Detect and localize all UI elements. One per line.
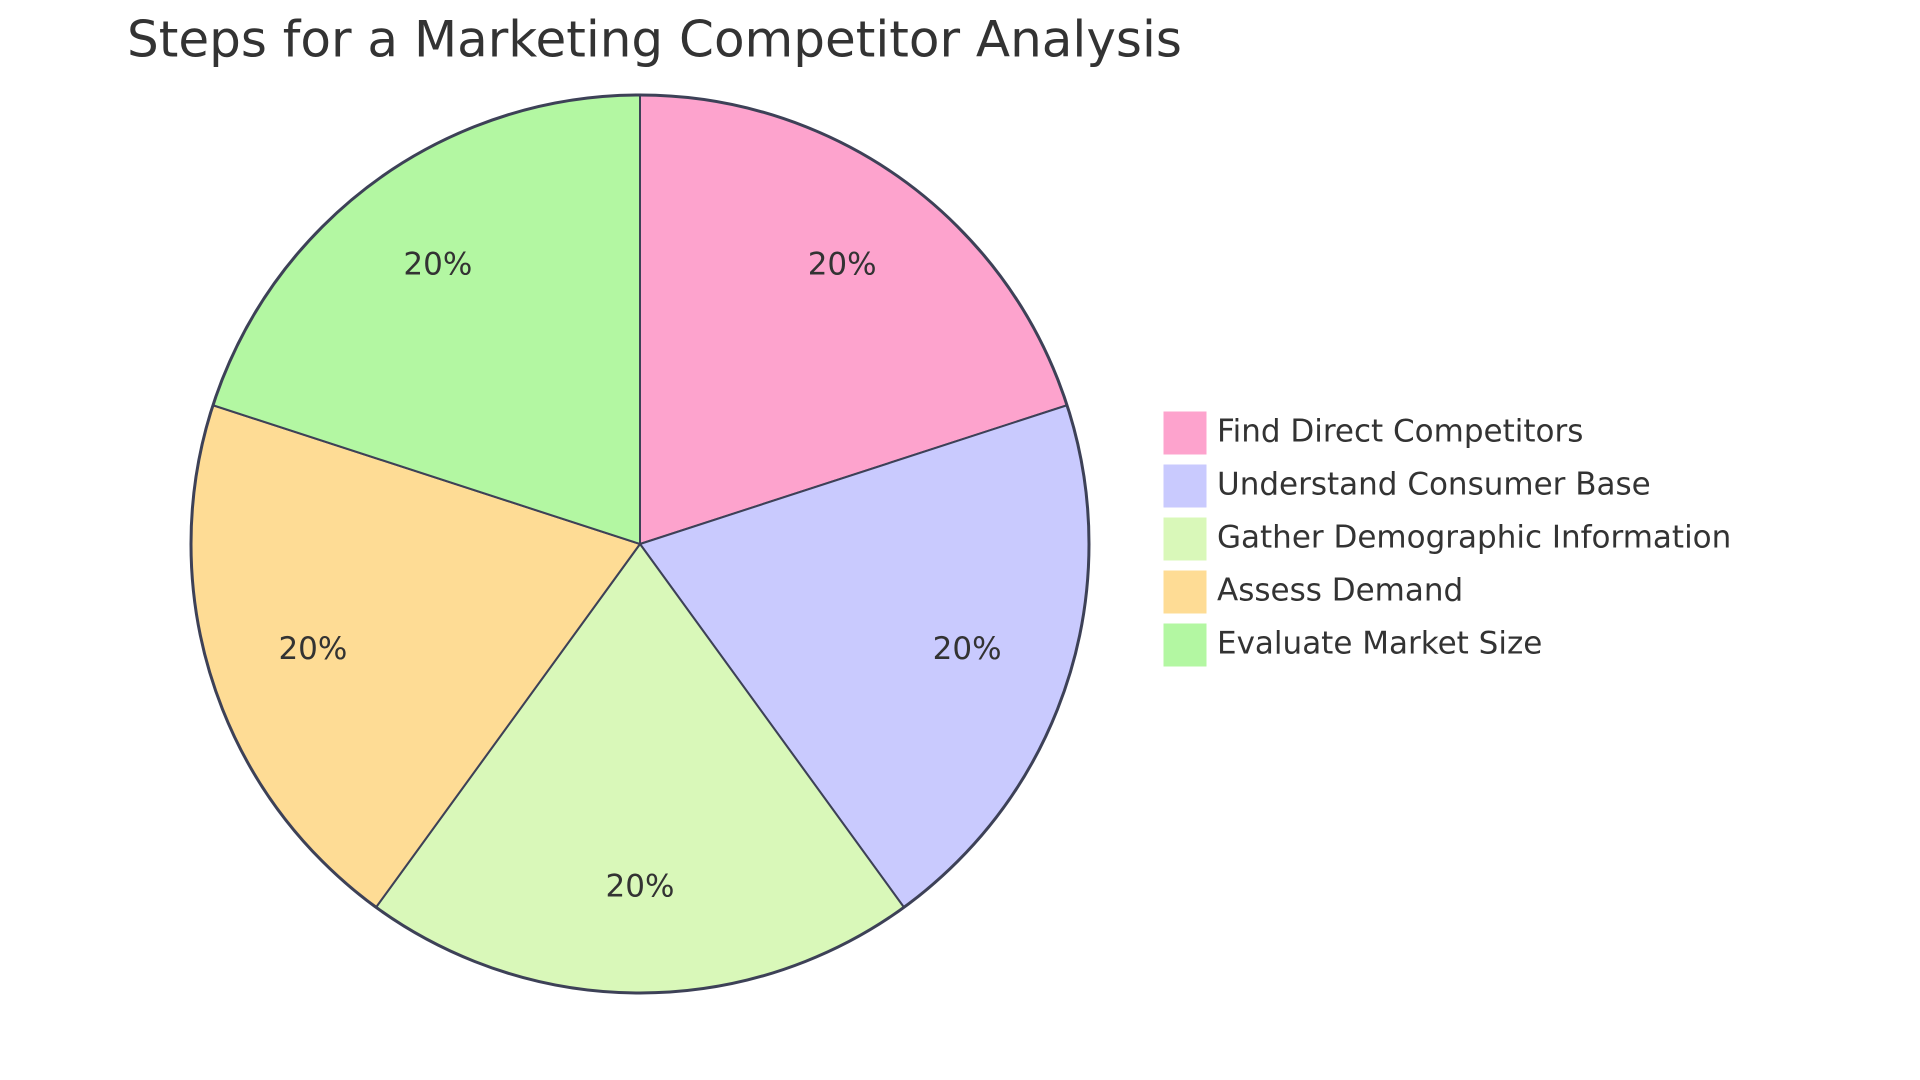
data-label: 20% (933, 631, 1002, 667)
pie-outline (189, 93, 1091, 995)
legend-swatch (1162, 516, 1208, 562)
legend-swatch (1162, 569, 1208, 615)
legend-label: Evaluate Market Size (1217, 626, 1542, 662)
legend-label: Understand Consumer Base (1217, 467, 1651, 503)
legend-label: Assess Demand (1217, 573, 1463, 609)
data-label: 20% (278, 631, 347, 667)
legend-label: Find Direct Competitors (1217, 414, 1583, 450)
chart-title: Steps for a Marketing Competitor Analysi… (127, 11, 1182, 69)
legend-label: Gather Demographic Information (1217, 520, 1731, 556)
data-label: 20% (403, 246, 472, 282)
legend-swatch (1162, 410, 1208, 456)
legend-swatch (1162, 622, 1208, 668)
legend-swatch (1162, 463, 1208, 509)
data-label: 20% (606, 868, 675, 904)
data-label: 20% (808, 246, 877, 282)
